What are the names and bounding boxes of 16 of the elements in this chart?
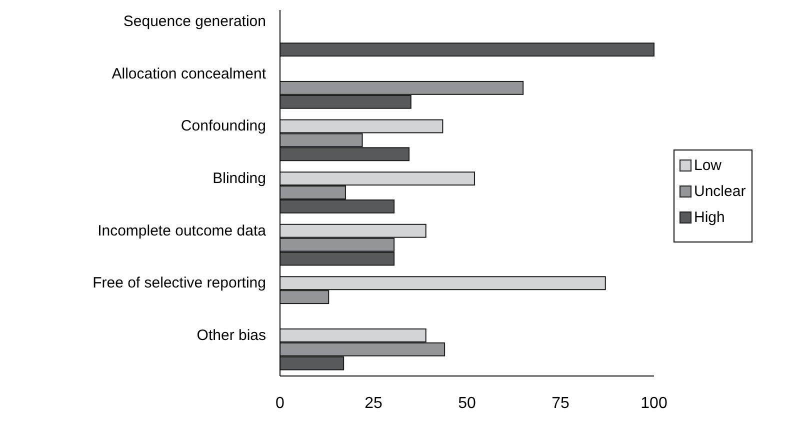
y-tick-label: Allocation concealment xyxy=(112,65,267,82)
y-tick-label: Other bias xyxy=(196,326,266,344)
legend-label: High xyxy=(694,208,725,226)
x-tick-label: 50 xyxy=(458,395,476,412)
bar xyxy=(280,42,654,57)
y-tick-label: Confounding xyxy=(180,118,266,135)
x-tick-label: 25 xyxy=(364,395,382,412)
x-tick-label: 75 xyxy=(552,395,570,412)
x-tick-label: 100 xyxy=(640,395,668,412)
legend-label: Low xyxy=(694,156,722,174)
x-tick-label: 0 xyxy=(276,395,285,412)
y-tick-label: Free of selective reporting xyxy=(92,274,266,292)
y-tick-label: Sequence generation xyxy=(123,13,266,30)
y-tick-label: Incomplete outcome data xyxy=(98,222,267,240)
legend-label: Unclear xyxy=(694,182,746,200)
y-tick-label: Blinding xyxy=(212,170,266,188)
